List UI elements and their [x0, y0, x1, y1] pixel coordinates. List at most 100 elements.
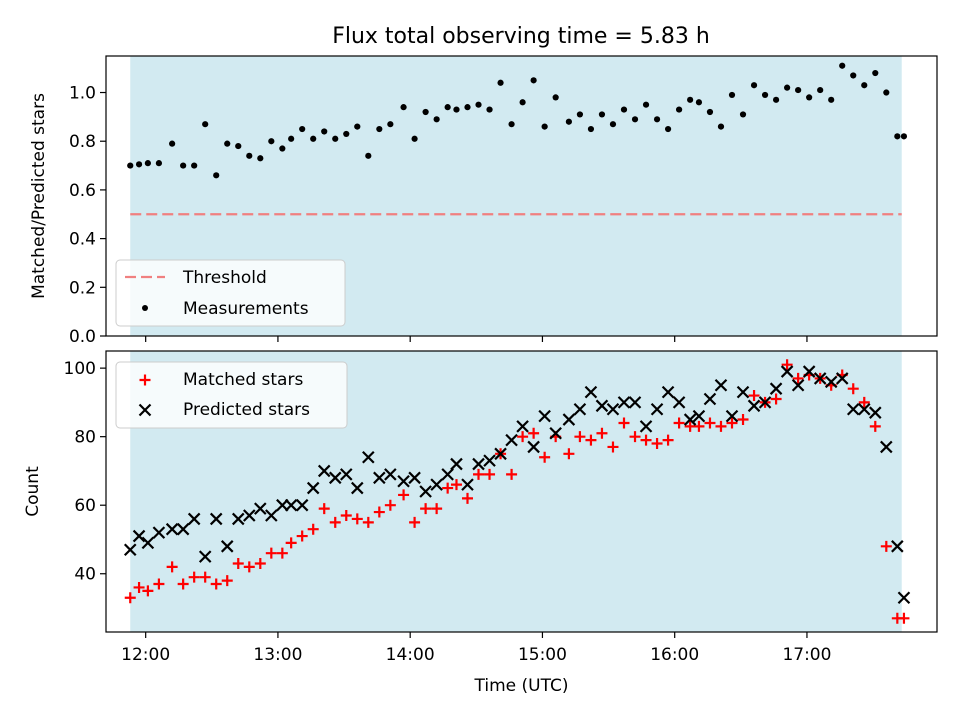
bottom-y-tick-label: 40: [74, 565, 96, 585]
bottom-x-tick-label: 15:00: [518, 645, 567, 665]
measurement-point: [695, 99, 703, 106]
matched-star-point: [409, 516, 421, 528]
predicted-star-point: [408, 471, 421, 485]
measurement-point: [587, 125, 595, 133]
measurement-point: [772, 96, 780, 103]
measurement-point: [453, 106, 460, 113]
measurement-point: [900, 133, 908, 140]
predicted-star-point: [295, 498, 309, 512]
predicted-star-point: [430, 478, 443, 491]
matched-star-point: [373, 506, 385, 518]
bottom-x-tick-label: 17:00: [782, 645, 831, 665]
top-legend: Threshold Measurements: [115, 259, 346, 327]
bottom-x-tick-label: 13:00: [253, 645, 302, 665]
matched-star-point: [285, 537, 297, 549]
matched-star-point: [858, 396, 870, 408]
matched-star-point: [651, 438, 663, 450]
matched-star-point: [748, 390, 760, 402]
measurement-point: [541, 123, 548, 130]
measurement-point: [400, 104, 407, 111]
matched-legend-swatch: [139, 374, 151, 386]
bottom-legend-box: [115, 361, 348, 429]
top-y-tick-label: 1.0: [69, 84, 96, 104]
predicted-star-point: [450, 457, 463, 471]
predicted-star-point: [802, 365, 816, 378]
bottom-y-tick-label: 80: [74, 428, 96, 448]
matched-star-point: [737, 414, 749, 426]
measurement-point: [310, 135, 317, 142]
measurement-point: [631, 116, 639, 123]
predicted-star-point: [527, 440, 540, 454]
bottom-y-axis-label: Count: [23, 466, 43, 517]
measurement-point: [883, 89, 890, 96]
matched-star-point: [770, 393, 782, 405]
bottom-x-tick-label: 12:00: [121, 645, 170, 665]
measurement-point: [784, 84, 791, 91]
matched-star-point: [340, 509, 352, 521]
predicted-star-point: [152, 526, 166, 539]
top-y-tick-label: 0.8: [69, 132, 96, 152]
matched-star-point: [662, 434, 674, 446]
matched-star-point: [307, 523, 319, 535]
measurement-point: [235, 142, 242, 150]
measurement-points: [127, 62, 908, 179]
measurement-point: [299, 125, 306, 133]
measurement-point: [817, 86, 824, 94]
matched-star-point: [847, 383, 859, 395]
bottom-y-tick-label: 100: [64, 359, 96, 379]
matched-legend-marker: [139, 374, 151, 386]
measurement-point: [552, 94, 559, 101]
predicted-star-point: [132, 529, 146, 543]
measurement-point: [411, 135, 418, 142]
measurement-point: [279, 145, 286, 152]
measurement-point: [750, 82, 758, 89]
matched-star-point: [461, 492, 473, 504]
measurement-point: [894, 133, 901, 140]
matched-star-point: [329, 516, 341, 528]
predicted-star-point: [869, 406, 882, 419]
matched-star-point: [450, 479, 462, 491]
bottom-y-ticks: 40 60 80 100: [64, 359, 106, 585]
measurement-point: [664, 125, 672, 133]
predicted-star-point: [639, 420, 653, 433]
measurement-point: [728, 91, 736, 99]
measurement-point: [530, 77, 537, 84]
measurement-point: [653, 116, 661, 123]
matched-star-point: [384, 499, 396, 511]
bottom-x-tick-label: 14:00: [386, 645, 435, 665]
top-x-ticks: [145, 336, 808, 342]
measurement-point: [343, 130, 350, 138]
predicted-star-point: [891, 540, 904, 553]
measurement-point: [706, 108, 714, 116]
measurement-point: [444, 104, 451, 111]
matched-star-point: [318, 503, 330, 515]
threshold-legend-label: Threshold: [182, 268, 267, 288]
matched-star-point: [596, 427, 608, 439]
matched-star-point: [726, 417, 738, 429]
predicted-star-point: [595, 399, 609, 413]
measurement-point: [224, 140, 231, 147]
measurement-point: [508, 121, 515, 128]
measurement-point: [761, 91, 769, 99]
matched-star-point: [232, 557, 244, 569]
measurement-point: [127, 162, 134, 169]
matched-star-point: [528, 427, 540, 439]
predicted-star-point: [769, 382, 783, 395]
predicted-star-point: [373, 471, 386, 485]
measurement-point: [433, 116, 440, 123]
matched-star-point: [704, 417, 716, 429]
matched-star-point: [166, 561, 178, 573]
predicted-star-point: [339, 468, 353, 481]
matched-star-point: [177, 578, 189, 590]
matched-star-point: [517, 431, 529, 443]
predicted-star-point: [198, 550, 212, 563]
predicted-star-point: [897, 591, 911, 605]
bottom-axes-frame: [105, 350, 938, 633]
predicted-star-point: [362, 450, 375, 464]
matched-star-point: [693, 420, 705, 432]
matched-star-point: [243, 561, 255, 573]
measurement-point: [354, 123, 361, 130]
measurement-point: [620, 106, 628, 113]
matched-star-point: [431, 503, 443, 515]
measurement-point: [268, 138, 275, 145]
